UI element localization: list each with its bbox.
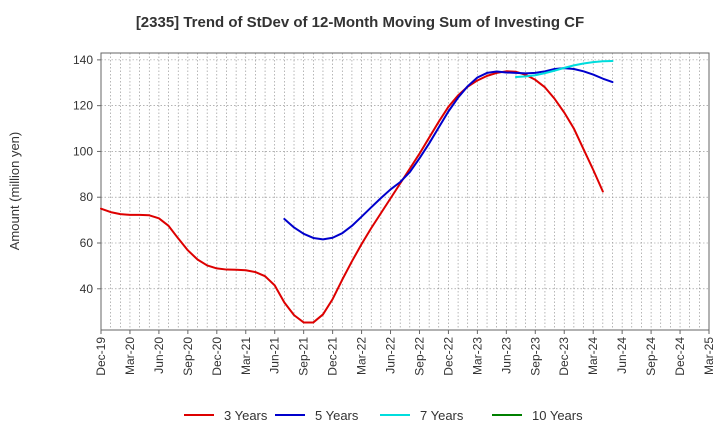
x-tick-label: Jun-20 [152,337,166,374]
x-tick-label: Jun-22 [384,337,398,374]
grid-lines [101,53,709,330]
series-lines [100,60,614,324]
x-tick-label: Mar-21 [239,337,253,375]
x-tick-label: Dec-23 [557,337,571,376]
legend-label: 7 Years [420,408,464,423]
x-tick-label: Jun-21 [268,337,282,374]
x-tick-label: Sep-20 [181,337,195,376]
y-axis-label: Amount (million yen) [7,132,22,251]
chart-title: [2335] Trend of StDev of 12-Month Moving… [136,14,584,31]
series-line-5-years [283,67,614,241]
x-tick-label: Dec-21 [326,337,340,376]
series-line-7-years [514,60,614,79]
y-tick-label: 80 [80,190,94,204]
plot-area-border [100,52,710,331]
x-tick-label: Mar-23 [470,337,484,375]
y-tick-label: 60 [80,236,94,250]
y-tick-label: 140 [73,53,93,67]
x-tick-label: Dec-20 [210,337,224,376]
x-tick-label: Dec-24 [673,337,687,376]
x-tick-label: Sep-24 [644,337,658,376]
y-tick-label: 120 [73,99,93,113]
x-tick-label: Mar-25 [702,337,716,375]
x-axis-ticks: Dec-19 Mar-20 Jun-20 Sep-20 Dec-20 Mar-21 Jun-… [94,330,716,376]
x-tick-label: Dec-22 [441,337,455,376]
legend-label: 10 Years [532,408,583,423]
x-tick-label: Dec-19 [94,337,108,376]
y-axis-ticks: 40 60 80 100 120 140 [73,53,101,296]
x-tick-label: Jun-23 [499,337,513,374]
x-tick-label: Mar-20 [123,337,137,375]
x-tick-label: Sep-23 [528,337,542,376]
x-tick-label: Sep-21 [297,337,311,376]
legend-label: 3 Years [224,408,268,423]
y-tick-label: 100 [73,144,93,158]
x-tick-label: Mar-24 [586,337,600,375]
y-tick-label: 40 [80,282,94,296]
x-tick-label: Sep-22 [412,337,426,376]
x-tick-label: Jun-24 [615,337,629,374]
legend: 3 Years 5 Years 7 Years 10 Years [184,408,583,423]
x-tick-label: Mar-22 [355,337,369,375]
legend-label: 5 Years [315,408,359,423]
